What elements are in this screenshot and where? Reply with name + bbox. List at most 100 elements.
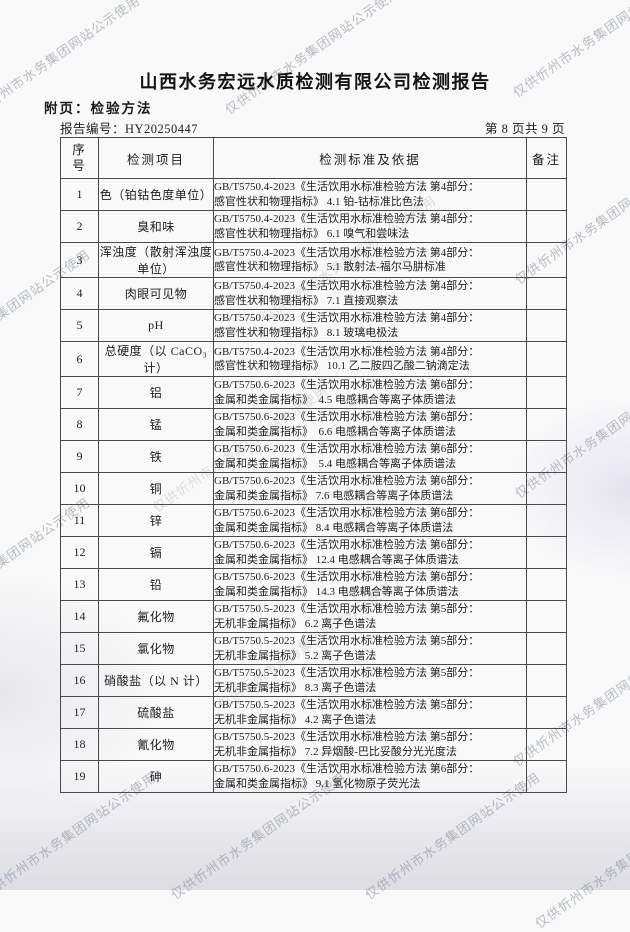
standard-line-1: GB/T5750.6-2023《生活饮用水标准检验方法 第6部分： (214, 763, 480, 775)
row-number: 5 (60, 309, 99, 342)
row-number: 9 (60, 440, 99, 473)
test-item: 锌 (98, 504, 214, 537)
column-header-remark: 备注 (526, 137, 567, 179)
remark-cell (526, 178, 567, 211)
table-row: 3 浑浊度（散射浑浊度单位） GB/T5750.4-2023《生活饮用水标准检验… (60, 242, 567, 278)
standard-line-2: 金属和类金属指标》 8.4 电感耦合等离子体质谱法 (214, 521, 454, 534)
test-standard: GB/T5750.5-2023《生活饮用水标准检验方法 第5部分： 无机非金属指… (213, 728, 527, 761)
row-number: 16 (60, 664, 99, 697)
remark-cell (526, 210, 567, 243)
remark-cell (526, 760, 567, 793)
remark-cell (526, 309, 567, 342)
standard-line-2: 无机非金属指标》 6.2 离子色谱法 (214, 617, 377, 630)
row-number: 1 (60, 178, 99, 211)
test-item: 色（铂钴色度单位） (98, 178, 214, 211)
test-item: 总硬度（以 CaCO₃ 计） (98, 341, 214, 377)
test-standard: GB/T5750.5-2023《生活饮用水标准检验方法 第5部分： 无机非金属指… (213, 632, 527, 665)
standard-line-2: 无机非金属指标》 7.2 异烟酸-巴比妥酸分光光度法 (214, 745, 457, 758)
standard-line-1: GB/T5750.6-2023《生活饮用水标准检验方法 第6部分： (214, 507, 480, 519)
test-standard: GB/T5750.6-2023《生活饮用水标准检验方法 第6部分： 金属和类金属… (213, 408, 527, 441)
table-body: 1 色（铂钴色度单位） GB/T5750.4-2023《生活饮用水标准检验方法 … (60, 178, 567, 793)
remark-cell (526, 504, 567, 537)
standard-line-2: 无机非金属指标》 5.2 离子色谱法 (214, 649, 377, 662)
standard-line-1: GB/T5750.6-2023《生活饮用水标准检验方法 第6部分： (214, 379, 480, 391)
standard-line-1: GB/T5750.5-2023《生活饮用水标准检验方法 第5部分： (214, 603, 480, 615)
test-item: pH (98, 309, 214, 342)
remark-cell (526, 440, 567, 473)
test-standard: GB/T5750.6-2023《生活饮用水标准检验方法 第6部分： 金属和类金属… (213, 472, 527, 505)
test-standard: GB/T5750.4-2023《生活饮用水标准检验方法 第4部分： 感官性状和物… (213, 309, 527, 342)
test-item: 铁 (98, 440, 214, 473)
test-standard: GB/T5750.4-2023《生活饮用水标准检验方法 第4部分： 感官性状和物… (213, 277, 527, 310)
column-header-standard: 检测标准及依据 (213, 137, 527, 179)
row-number: 13 (60, 568, 99, 601)
table-row: 13 铅 GB/T5750.6-2023《生活饮用水标准检验方法 第6部分： 金… (60, 568, 567, 601)
test-standard: GB/T5750.6-2023《生活饮用水标准检验方法 第6部分： 金属和类金属… (213, 760, 527, 793)
standard-line-2: 金属和类金属指标》 9.1 氢化物原子荧光法 (214, 777, 421, 790)
standard-line-2: 感官性状和物理指标》 7.1 直接观察法 (214, 294, 399, 307)
test-methods-table: 序 号 检测项目 检测标准及依据 备注 1 色（铂钴色度单位） GB/T5750… (60, 137, 567, 793)
row-number: 14 (60, 600, 99, 633)
remark-cell (526, 408, 567, 441)
standard-line-2: 金属和类金属指标》 6.6 电感耦合等离子体质谱法 (214, 425, 456, 438)
remark-cell (526, 341, 567, 377)
standard-line-1: GB/T5750.6-2023《生活饮用水标准检验方法 第6部分： (214, 443, 480, 455)
row-number: 6 (60, 341, 99, 377)
test-standard: GB/T5750.5-2023《生活饮用水标准检验方法 第5部分： 无机非金属指… (213, 600, 527, 633)
table-row: 4 肉眼可见物 GB/T5750.4-2023《生活饮用水标准检验方法 第4部分… (60, 277, 567, 310)
table-row: 18 氰化物 GB/T5750.5-2023《生活饮用水标准检验方法 第5部分：… (60, 728, 567, 761)
test-standard: GB/T5750.6-2023《生活饮用水标准检验方法 第6部分： 金属和类金属… (213, 440, 527, 473)
standard-line-1: GB/T5750.4-2023《生活饮用水标准检验方法 第4部分： (214, 345, 480, 358)
table-row: 1 色（铂钴色度单位） GB/T5750.4-2023《生活饮用水标准检验方法 … (60, 178, 567, 211)
remark-cell (526, 600, 567, 633)
test-standard: GB/T5750.4-2023《生活饮用水标准检验方法 第4部分： 感官性状和物… (213, 178, 527, 211)
remark-cell (526, 536, 567, 569)
test-standard: GB/T5750.6-2023《生活饮用水标准检验方法 第6部分： 金属和类金属… (213, 504, 527, 537)
row-number: 2 (60, 210, 99, 243)
remark-cell (526, 632, 567, 665)
row-number: 19 (60, 760, 99, 793)
table-row: 15 氯化物 GB/T5750.5-2023《生活饮用水标准检验方法 第5部分：… (60, 632, 567, 665)
table-row: 14 氟化物 GB/T5750.5-2023《生活饮用水标准检验方法 第5部分：… (60, 600, 567, 633)
standard-line-2: 金属和类金属指标》 7.6 电感耦合等离子体质谱法 (214, 489, 454, 502)
standard-line-1: GB/T5750.5-2023《生活饮用水标准检验方法 第5部分： (214, 731, 480, 743)
row-number: 11 (60, 504, 99, 537)
standard-line-1: GB/T5750.6-2023《生活饮用水标准检验方法 第6部分： (214, 539, 480, 551)
table-row: 11 锌 GB/T5750.6-2023《生活饮用水标准检验方法 第6部分： 金… (60, 504, 567, 537)
row-number: 10 (60, 472, 99, 505)
table-row: 17 硫酸盐 GB/T5750.5-2023《生活饮用水标准检验方法 第5部分：… (60, 696, 567, 729)
standard-line-1: GB/T5750.4-2023《生活饮用水标准检验方法 第4部分： (214, 246, 480, 259)
remark-cell (526, 728, 567, 761)
standard-line-2: 金属和类金属指标》 12.4 电感耦合等离子体质谱法 (214, 553, 459, 566)
standard-line-2: 感官性状和物理指标》 6.1 嗅气和尝味法 (214, 227, 410, 240)
standard-line-2: 无机非金属指标》 8.3 离子色谱法 (214, 681, 377, 694)
test-standard: GB/T5750.6-2023《生活饮用水标准检验方法 第6部分： 金属和类金属… (213, 568, 527, 601)
table-header-row: 序 号 检测项目 检测标准及依据 备注 (60, 137, 567, 179)
test-item: 铝 (98, 376, 214, 409)
test-item: 浑浊度（散射浑浊度单位） (98, 242, 214, 278)
test-item: 硝酸盐（以 N 计） (98, 664, 214, 697)
standard-line-2: 感官性状和物理指标》 4.1 铂-钴标准比色法 (214, 195, 424, 208)
test-standard: GB/T5750.4-2023《生活饮用水标准检验方法 第4部分： 感官性状和物… (213, 341, 527, 377)
remark-cell (526, 664, 567, 697)
test-item: 硫酸盐 (98, 696, 214, 729)
table-row: 8 锰 GB/T5750.6-2023《生活饮用水标准检验方法 第6部分： 金属… (60, 408, 567, 441)
remark-cell (526, 242, 567, 278)
test-item: 氟化物 (98, 600, 214, 633)
test-item: 氯化物 (98, 632, 214, 665)
test-standard: GB/T5750.6-2023《生活饮用水标准检验方法 第6部分： 金属和类金属… (213, 536, 527, 569)
standard-line-2: 感官性状和物理指标》 10.1 乙二胺四乙酸二钠滴定法 (214, 360, 470, 372)
watermark-text: 仅供忻州市水务集团网站公示使用 (222, 0, 403, 118)
row-number: 8 (60, 408, 99, 441)
standard-line-2: 金属和类金属指标》 4.5 电感耦合等离子体质谱法 (214, 393, 456, 406)
table-row: 16 硝酸盐（以 N 计） GB/T5750.5-2023《生活饮用水标准检验方… (60, 664, 567, 697)
report-number: 报告编号：HY20250447 (60, 122, 199, 136)
remark-cell (526, 696, 567, 729)
table-row: 9 铁 GB/T5750.6-2023《生活饮用水标准检验方法 第6部分： 金属… (60, 440, 567, 473)
standard-line-1: GB/T5750.4-2023《生活饮用水标准检验方法 第4部分： (214, 213, 480, 225)
row-number: 3 (60, 242, 99, 278)
test-item: 肉眼可见物 (98, 277, 214, 310)
test-item: 铜 (98, 472, 214, 505)
row-number: 7 (60, 376, 99, 409)
